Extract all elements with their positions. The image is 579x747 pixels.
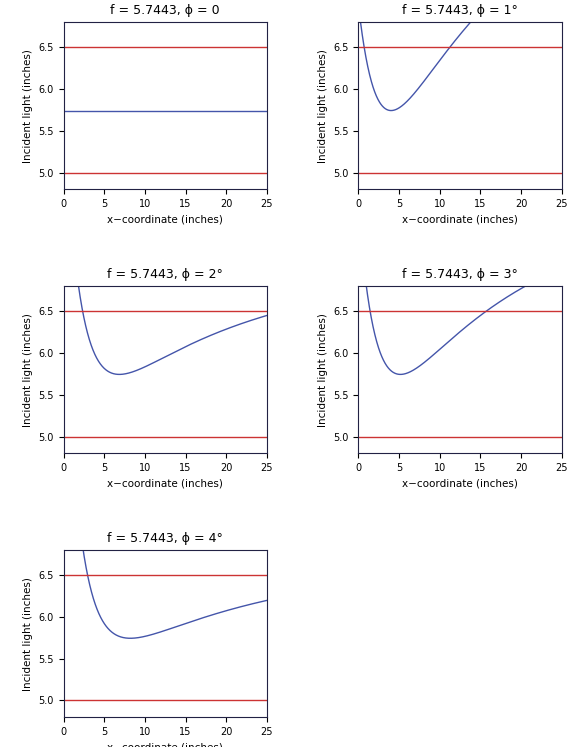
Title: f = 5.7443, ϕ = 4°: f = 5.7443, ϕ = 4° xyxy=(107,532,223,545)
X-axis label: x−coordinate (inches): x−coordinate (inches) xyxy=(402,214,518,225)
X-axis label: x−coordinate (inches): x−coordinate (inches) xyxy=(402,479,518,489)
Y-axis label: Incident light (inches): Incident light (inches) xyxy=(23,49,33,163)
Title: f = 5.7443, ϕ = 2°: f = 5.7443, ϕ = 2° xyxy=(107,268,223,281)
Y-axis label: Incident light (inches): Incident light (inches) xyxy=(23,313,33,427)
X-axis label: x−coordinate (inches): x−coordinate (inches) xyxy=(107,743,223,747)
X-axis label: x−coordinate (inches): x−coordinate (inches) xyxy=(107,214,223,225)
Title: f = 5.7443, ϕ = 3°: f = 5.7443, ϕ = 3° xyxy=(402,268,518,281)
Y-axis label: Incident light (inches): Incident light (inches) xyxy=(318,49,328,163)
X-axis label: x−coordinate (inches): x−coordinate (inches) xyxy=(107,479,223,489)
Title: f = 5.7443, ϕ = 1°: f = 5.7443, ϕ = 1° xyxy=(402,4,518,17)
Y-axis label: Incident light (inches): Incident light (inches) xyxy=(23,577,33,690)
Y-axis label: Incident light (inches): Incident light (inches) xyxy=(318,313,328,427)
Title: f = 5.7443, ϕ = 0: f = 5.7443, ϕ = 0 xyxy=(111,4,220,17)
